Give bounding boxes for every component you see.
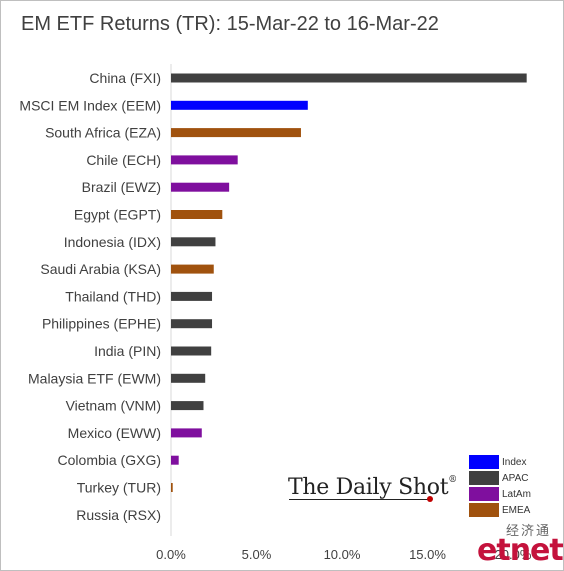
category-label: Mexico (EWW)	[68, 425, 161, 441]
etnet-logo: etnet	[477, 533, 564, 568]
legend: Index APAC LatAm EMEA	[469, 454, 545, 518]
bar	[171, 210, 223, 219]
legend-swatch	[469, 487, 499, 501]
category-label: Philippines (EPHE)	[42, 316, 161, 332]
bar	[171, 264, 214, 274]
category-label: Chile (ECH)	[86, 152, 161, 168]
category-label: South Africa (EZA)	[45, 125, 161, 141]
watermark-dot	[427, 496, 433, 502]
etnet-logo-chinese: 经济通	[506, 523, 552, 538]
bar	[171, 73, 527, 83]
chart-title: EM ETF Returns (TR): 15-Mar-22 to 16-Mar…	[21, 13, 439, 35]
bar	[171, 100, 308, 110]
category-label: India (PIN)	[94, 343, 161, 359]
x-tick-label: 10.0%	[324, 547, 361, 562]
bar	[171, 455, 179, 465]
bar	[171, 483, 173, 492]
legend-label: Index	[502, 456, 527, 468]
x-tick-label: 0.0%	[156, 547, 186, 562]
category-label: Brazil (EWZ)	[82, 179, 161, 195]
watermark-title: The Daily Shot	[288, 475, 449, 500]
category-label: Vietnam (VNM)	[66, 398, 161, 414]
legend-label: LatAm	[502, 488, 531, 500]
legend-item: EMEA	[469, 502, 545, 518]
legend-item: LatAm	[469, 486, 545, 502]
watermark-text: The Daily Shot®	[288, 475, 457, 500]
category-label: Saudi Arabia (KSA)	[40, 261, 161, 277]
legend-label: EMEA	[502, 504, 531, 516]
legend-label: APAC	[502, 472, 529, 484]
bar	[171, 182, 230, 192]
category-label: Indonesia (IDX)	[64, 234, 161, 250]
x-tick-label: 15.0%	[409, 547, 446, 562]
category-label: Russia (RSX)	[76, 507, 161, 523]
x-tick-label: 20.0%	[495, 547, 532, 562]
category-label: Thailand (THD)	[65, 288, 161, 304]
category-label: Turkey (TUR)	[77, 480, 161, 496]
bar	[171, 128, 301, 138]
legend-item: APAC	[469, 470, 545, 486]
legend-item: Index	[469, 454, 545, 470]
bar	[171, 373, 206, 383]
bar	[171, 401, 204, 411]
category-label: Egypt (EGPT)	[74, 207, 161, 223]
watermark-registered-mark: ®	[448, 475, 457, 485]
category-label: Colombia (GXG)	[58, 452, 161, 468]
category-label: MSCI EM Index (EEM)	[19, 97, 161, 113]
legend-swatch	[469, 471, 499, 485]
watermark-underline	[289, 499, 431, 500]
bar	[171, 155, 238, 165]
bar	[171, 428, 202, 438]
category-label: Malaysia ETF (EWM)	[28, 370, 161, 386]
bar	[171, 291, 213, 301]
bar	[171, 346, 212, 356]
bar	[171, 237, 216, 247]
legend-swatch	[469, 503, 499, 517]
x-tick-label: 5.0%	[242, 547, 272, 562]
category-label: China (FXI)	[89, 70, 161, 86]
bar	[171, 319, 213, 329]
legend-swatch	[469, 455, 499, 469]
